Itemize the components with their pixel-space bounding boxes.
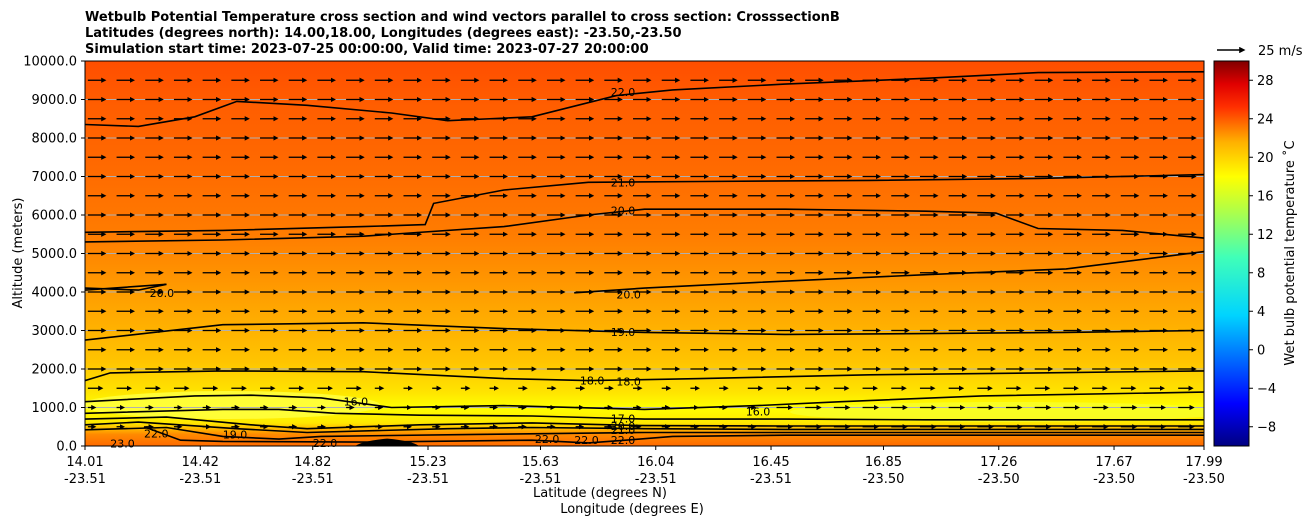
contour-label: 18.0 bbox=[616, 375, 641, 388]
contour-label: 18.0 bbox=[580, 375, 605, 388]
y-tick-label: 6000.0 bbox=[32, 209, 78, 224]
x-tick-label-lon: -23.51 bbox=[750, 472, 792, 487]
y-tick-label: 3000.0 bbox=[32, 324, 78, 339]
colorbar-tick-label: −4 bbox=[1257, 382, 1276, 397]
contour-line-16 bbox=[85, 391, 1204, 411]
contour-line-21 bbox=[85, 426, 1204, 440]
contour-label: 19.0 bbox=[611, 326, 636, 339]
x-tick-label-lat: 14.82 bbox=[294, 455, 331, 470]
x-tick-label-lat: 14.01 bbox=[66, 455, 103, 470]
y-axis: 0.0 1000.0 2000.0 3000.0 4000.0 5000.0 6000.0 7… bbox=[23, 55, 85, 455]
chart-title-line-2: Latitudes (degrees north): 14.00,18.00, … bbox=[85, 26, 682, 41]
x-tick-label-lon: -23.50 bbox=[1183, 472, 1225, 487]
colorbar-tick-label: 16 bbox=[1257, 189, 1274, 204]
x-tick-label-lon: -23.51 bbox=[635, 472, 677, 487]
y-tick-label: 7000.0 bbox=[32, 170, 78, 185]
x-axis: 14.01 -23.51 14.42 -23.51 14.82 -23.51 15.23 -2… bbox=[64, 446, 1225, 487]
colorbar bbox=[1213, 60, 1250, 447]
contour-line-20 bbox=[85, 283, 167, 291]
x-tick-label-lon: -23.51 bbox=[179, 472, 221, 487]
colorbar-label: Wet bulb potential temperature ˚C bbox=[1282, 140, 1298, 365]
y-tick-label: 8000.0 bbox=[32, 132, 78, 147]
contour-label: 22.0 bbox=[611, 86, 636, 99]
x-tick-label-lon: -23.51 bbox=[520, 472, 562, 487]
x-tick-label-lat: 15.63 bbox=[522, 455, 559, 470]
x-axis-label-latitude: Latitude (degrees N) bbox=[533, 486, 667, 501]
y-tick-label: 2000.0 bbox=[32, 363, 78, 378]
colorbar-tick-label: 8 bbox=[1257, 266, 1265, 281]
contour-label: 22.0 bbox=[535, 433, 560, 446]
y-tick-label: 1000.0 bbox=[32, 401, 78, 416]
contour-label: 21.0 bbox=[611, 176, 636, 189]
contour-line-20 bbox=[85, 421, 1204, 434]
x-axis-label-longitude: Longitude (degrees E) bbox=[560, 502, 704, 517]
wind-vectors bbox=[87, 77, 1197, 430]
x-tick-label-lat: 17.26 bbox=[980, 455, 1017, 470]
contour-label: 17.0 bbox=[611, 412, 636, 425]
contour-line-21 bbox=[85, 173, 1204, 234]
colorbar-tick-label: −8 bbox=[1257, 420, 1276, 435]
contour-label: 16.0 bbox=[746, 405, 771, 418]
x-tick-label-lat: 15.23 bbox=[409, 455, 446, 470]
x-tick-label-lat: 17.67 bbox=[1095, 455, 1132, 470]
contour-line-20 bbox=[574, 250, 1204, 294]
x-tick-label-lon: -23.50 bbox=[978, 472, 1020, 487]
colorbar-tick-label: 0 bbox=[1257, 343, 1265, 358]
x-tick-label-lon: -23.50 bbox=[1093, 472, 1135, 487]
contour-label: 20.0 bbox=[611, 204, 636, 217]
colorbar-tick-label: 12 bbox=[1257, 228, 1274, 243]
contour-label: 22.0 bbox=[144, 427, 169, 440]
y-tick-label: 0.0 bbox=[56, 440, 77, 455]
contour-label: 22.0 bbox=[574, 434, 599, 447]
y-tick-label: 9000.0 bbox=[32, 93, 78, 108]
x-tick-label-lon: -23.51 bbox=[292, 472, 334, 487]
y-tick-label: 5000.0 bbox=[32, 247, 78, 262]
x-tick-label-lon: -23.50 bbox=[863, 472, 905, 487]
colorbar-tick-label: 28 bbox=[1257, 74, 1274, 89]
x-tick-label-lat: 17.99 bbox=[1185, 455, 1222, 470]
contour-label: 16.0 bbox=[344, 396, 369, 409]
plot-area bbox=[85, 61, 1204, 446]
contour-line-17 bbox=[85, 408, 1204, 421]
y-tick-label: 10000.0 bbox=[23, 55, 77, 70]
contour-label: 19.0 bbox=[223, 428, 248, 441]
x-tick-label-lat: 16.45 bbox=[752, 455, 789, 470]
contour-line-22 bbox=[143, 426, 1204, 444]
x-tick-label-lon: -23.51 bbox=[64, 472, 106, 487]
contour-label: 22.0 bbox=[313, 437, 338, 450]
x-tick-label-lat: 16.04 bbox=[637, 455, 674, 470]
contour-label: 20.0 bbox=[616, 289, 641, 302]
colorbar-tick-label: 20 bbox=[1257, 151, 1274, 166]
colorbar-ticks: −8 −4 0 4 8 12 16 20 24 28 bbox=[1249, 74, 1276, 435]
contour-label: 20.0 bbox=[611, 420, 636, 433]
x-tick-label-lat: 16.85 bbox=[865, 455, 902, 470]
contour-label: 22.0 bbox=[611, 434, 636, 447]
y-tick-label: 4000.0 bbox=[32, 286, 78, 301]
contour-lines bbox=[85, 71, 1204, 444]
colorbar-tick-label: 4 bbox=[1257, 305, 1265, 320]
contour-line-19 bbox=[85, 321, 1204, 341]
contour-line-20 bbox=[85, 208, 1204, 243]
y-axis-label: Altitude (meters) bbox=[11, 198, 26, 309]
quiver-key-label: 25 m/s bbox=[1258, 44, 1303, 59]
contour-label: 20.0 bbox=[150, 287, 175, 300]
x-tick-label-lon: -23.51 bbox=[407, 472, 449, 487]
contour-label: 21.0 bbox=[611, 424, 636, 437]
chart-title-line-1: Wetbulb Potential Temperature cross sect… bbox=[85, 10, 840, 25]
contour-label: 23.0 bbox=[110, 437, 134, 450]
chart-title-line-3: Simulation start time: 2023-07-25 00:00:… bbox=[85, 42, 649, 57]
colorbar-tick-label: 24 bbox=[1257, 112, 1274, 127]
contour-line-18 bbox=[85, 370, 1204, 382]
contour-line-19 bbox=[85, 416, 1204, 430]
contour-labels: 22.021.020.020.020.019.018.016.017.019.0… bbox=[110, 86, 771, 451]
terrain bbox=[355, 438, 420, 446]
x-tick-label-lat: 14.42 bbox=[182, 455, 219, 470]
contour-line-22 bbox=[85, 71, 1204, 128]
